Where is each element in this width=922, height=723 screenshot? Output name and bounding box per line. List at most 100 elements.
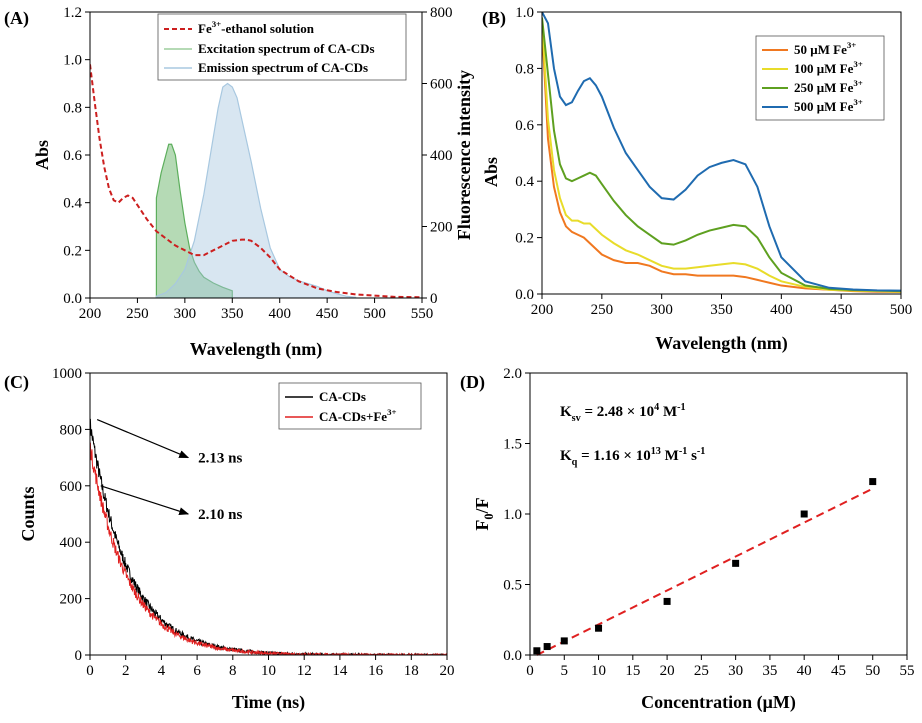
panel-b-ytick-label: 0.6 bbox=[515, 118, 534, 134]
panel-b-ytick-label: 1.0 bbox=[515, 5, 534, 21]
panel-b-ytick-label: 0.8 bbox=[515, 61, 534, 77]
panel-c-xtick-label: 0 bbox=[86, 663, 94, 679]
panel-c-xtick-label: 18 bbox=[404, 663, 419, 679]
panel-a-y2tick-label: 0 bbox=[430, 291, 438, 307]
panel-d-point-6 bbox=[732, 559, 740, 567]
panel-d-ytick-label: 2.0 bbox=[503, 366, 522, 382]
panel-a: 200 250 300 350 400 450 500 550 0.0 0.2 0.4 0.6 0.8 1… bbox=[4, 5, 474, 360]
panel-c-xtick-label: 14 bbox=[332, 663, 348, 679]
panel-a-xtick-label: 350 bbox=[221, 306, 244, 322]
panel-a-ytick-label: 1.0 bbox=[63, 53, 82, 69]
panel-a-xtick-label: 500 bbox=[363, 306, 386, 322]
panel-a-y2tick-label: 400 bbox=[430, 148, 453, 164]
panel-d-point-1 bbox=[533, 647, 541, 655]
legend-label-ca-cds: CA-CDs bbox=[319, 389, 366, 404]
panel-a-xtick-label: 300 bbox=[174, 306, 197, 322]
panel-b-ylabel: Abs bbox=[481, 157, 501, 187]
panel-d-ytick-label: 0.0 bbox=[503, 648, 522, 664]
panel-a-ytick-label: 0.6 bbox=[63, 148, 82, 164]
panel-b-tag: (B) bbox=[482, 8, 506, 29]
panel-b-xtick-label: 250 bbox=[591, 302, 614, 318]
panel-c-annotation-1: 2.13 ns bbox=[198, 451, 242, 467]
panel-d-xtick-label: 25 bbox=[694, 663, 709, 679]
panel-c-ytick-label: 600 bbox=[60, 479, 83, 495]
legend-label-ca-cds-fe3: CA-CDs+Fe3+ bbox=[319, 407, 397, 424]
panel-d-xtick-label: 40 bbox=[797, 663, 812, 679]
panel-b-ytick-label: 0.0 bbox=[515, 287, 534, 303]
panel-d: 0 5 10 15 20 25 30 35 40 45 50 55 0.0 0.5 1.0 1.5 2.0 Con… bbox=[460, 366, 915, 713]
panel-d-xlabel: Concentration (μM) bbox=[641, 692, 796, 713]
panel-c-ytick-label: 0 bbox=[75, 648, 83, 664]
panel-c-decay-2 bbox=[90, 442, 447, 655]
panel-c-tag: (C) bbox=[4, 372, 29, 393]
panel-b-xtick-label: 500 bbox=[890, 302, 913, 318]
panel-c-xtick-label: 4 bbox=[158, 663, 166, 679]
panel-d-ylabel: F0/F bbox=[472, 497, 496, 530]
panel-c-ylabel: Counts bbox=[18, 486, 38, 541]
panel-d-ksv-text: Ksv = 2.48 × 104 M-1 bbox=[560, 402, 686, 424]
panel-a-xtick-label: 400 bbox=[268, 306, 291, 322]
legend-label-excitation: Excitation spectrum of CA-CDs bbox=[198, 41, 375, 56]
panel-b-ytick-label: 0.2 bbox=[515, 231, 534, 247]
panel-d-xtick-label: 35 bbox=[762, 663, 777, 679]
panel-a-y2tick-label: 200 bbox=[430, 220, 453, 236]
panel-c-ytick-label: 1000 bbox=[52, 366, 82, 382]
panel-d-ytick-label: 1.0 bbox=[503, 507, 522, 523]
panel-d-point-8 bbox=[869, 478, 877, 486]
legend-label-1: 50 μM Fe3+ bbox=[794, 40, 856, 57]
panel-a-plot bbox=[90, 64, 422, 298]
panel-d-ytick-label: 1.5 bbox=[503, 437, 522, 453]
legend-label-4: 500 μM Fe3+ bbox=[794, 97, 863, 114]
panel-a-xlabel: Wavelength (nm) bbox=[190, 339, 323, 360]
panel-b-xtick-label: 350 bbox=[710, 302, 733, 318]
panel-a-ytick-label: 0.2 bbox=[63, 243, 82, 259]
panel-b-xtick-label: 300 bbox=[650, 302, 673, 318]
panel-d-xtick-label: 45 bbox=[831, 663, 846, 679]
panel-a-ylabel: Abs bbox=[32, 140, 52, 170]
panel-b-series-3 bbox=[542, 17, 901, 293]
panel-b-series-4 bbox=[542, 12, 901, 292]
panel-a-xtick-label: 200 bbox=[79, 306, 102, 322]
panel-c-plot bbox=[90, 418, 447, 655]
panel-b-plot bbox=[542, 12, 901, 294]
panel-a-y2label: Fluorescence intensity bbox=[454, 70, 474, 240]
panel-d-xtick-label: 50 bbox=[865, 663, 880, 679]
panel-b-series-2 bbox=[542, 20, 901, 293]
panel-c-ytick-label: 800 bbox=[60, 422, 83, 438]
panel-d-point-3 bbox=[560, 637, 568, 645]
panel-c-xtick-label: 16 bbox=[368, 663, 384, 679]
panel-c-ytick-label: 200 bbox=[60, 592, 83, 608]
panel-d-point-7 bbox=[800, 510, 808, 518]
panel-d-point-2 bbox=[543, 643, 551, 651]
panel-b-xtick-label: 200 bbox=[531, 302, 554, 318]
panel-b-series-1 bbox=[542, 26, 901, 294]
panel-a-legend-box bbox=[157, 13, 407, 81]
panel-a-ytick-label: 0.0 bbox=[63, 291, 82, 307]
panel-a-xtick-label: 450 bbox=[316, 306, 339, 322]
panel-c-xtick-label: 12 bbox=[297, 663, 312, 679]
panel-d-ytick-label: 0.5 bbox=[503, 578, 522, 594]
panel-c-xtick-label: 2 bbox=[122, 663, 130, 679]
panel-d-xtick-label: 55 bbox=[900, 663, 915, 679]
panel-d-xtick-label: 10 bbox=[591, 663, 606, 679]
panel-a-ytick-label: 1.2 bbox=[63, 5, 82, 21]
panel-b-legend: 50 μM Fe3+ 100 μM Fe3+ 250 μM Fe3+ 500 μM F… bbox=[755, 35, 885, 121]
panel-c-ytick-label: 400 bbox=[60, 535, 83, 551]
panel-c-arrow-2 bbox=[100, 485, 190, 516]
panel-a-y2tick-label: 800 bbox=[430, 5, 453, 21]
panel-d-kq-text: Kq = 1.16 × 1013 M-1 s-1 bbox=[560, 446, 705, 468]
fe3-ethanol-curve bbox=[90, 64, 422, 298]
panel-c-xtick-label: 20 bbox=[440, 663, 455, 679]
panel-c-annotation-2: 2.10 ns bbox=[198, 507, 242, 523]
panel-a-tag: (A) bbox=[4, 8, 29, 29]
panel-d-xtick-label: 0 bbox=[526, 663, 534, 679]
panel-a-xtick-label: 550 bbox=[411, 306, 434, 322]
legend-label-3: 250 μM Fe3+ bbox=[794, 78, 863, 95]
panel-a-y2tick-label: 600 bbox=[430, 77, 453, 93]
panel-d-xtick-label: 15 bbox=[625, 663, 640, 679]
panel-c-xlabel: Time (ns) bbox=[232, 692, 305, 713]
panel-b-xtick-label: 450 bbox=[830, 302, 853, 318]
legend-label-2: 100 μM Fe3+ bbox=[794, 59, 863, 76]
